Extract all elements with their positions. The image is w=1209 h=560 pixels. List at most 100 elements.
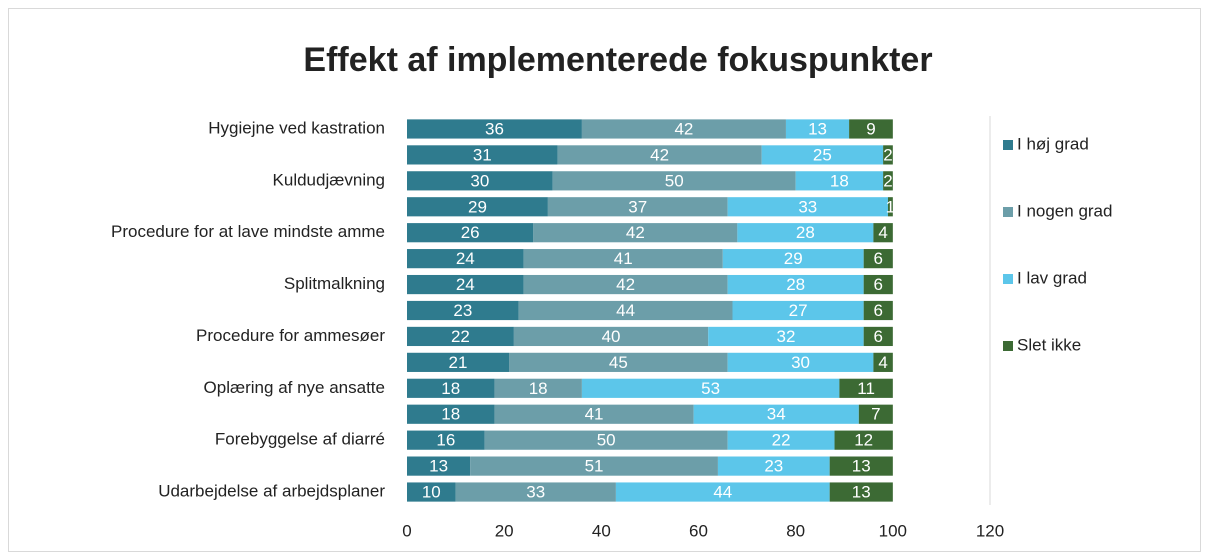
data-label: 36 bbox=[485, 119, 504, 138]
data-label: 33 bbox=[798, 197, 817, 216]
bar-segment bbox=[407, 326, 514, 347]
y-tick-label: Kuldudjævning bbox=[273, 170, 385, 189]
legend-swatch bbox=[1003, 341, 1013, 351]
bar-segment bbox=[407, 378, 495, 398]
bar-segment bbox=[727, 274, 864, 295]
data-label: 25 bbox=[813, 145, 832, 164]
data-label: 45 bbox=[609, 353, 628, 372]
y-tick-label: Udarbejdelse af arbejdsplaner bbox=[158, 482, 385, 501]
legend-label: I lav grad bbox=[1017, 268, 1087, 287]
bar-segment bbox=[509, 352, 728, 372]
data-label: 11 bbox=[857, 379, 875, 398]
data-label: 18 bbox=[441, 379, 460, 398]
bar-segment bbox=[513, 326, 709, 347]
data-label: 24 bbox=[456, 249, 475, 268]
bar-segment bbox=[547, 197, 728, 217]
data-label: 41 bbox=[585, 405, 604, 424]
x-tick-label: 0 bbox=[402, 521, 411, 540]
bar-segment bbox=[407, 145, 558, 165]
data-label: 44 bbox=[713, 483, 732, 502]
data-label: 50 bbox=[597, 431, 616, 450]
bar-segment bbox=[494, 404, 694, 424]
data-label: 42 bbox=[650, 145, 669, 164]
data-label: 44 bbox=[616, 301, 635, 320]
bar-segment bbox=[887, 197, 893, 217]
data-label: 6 bbox=[874, 301, 883, 320]
data-label: 32 bbox=[776, 327, 795, 346]
data-label: 42 bbox=[616, 275, 635, 294]
data-label: 2 bbox=[883, 145, 892, 164]
data-label: 9 bbox=[866, 119, 875, 138]
bar-segment bbox=[693, 404, 859, 424]
data-label: 13 bbox=[852, 457, 871, 476]
data-label: 13 bbox=[852, 483, 871, 502]
y-tick-label: Procedure for at lave mindste amme bbox=[111, 222, 385, 241]
bar-segment bbox=[407, 171, 553, 191]
y-tick-label: Splitmalkning bbox=[284, 274, 385, 293]
data-label: 18 bbox=[529, 379, 548, 398]
x-tick-label: 40 bbox=[592, 521, 611, 540]
legend-swatch bbox=[1003, 140, 1013, 150]
data-label: 6 bbox=[874, 327, 883, 346]
bar-segment bbox=[732, 300, 864, 321]
bar-segment bbox=[883, 171, 893, 191]
legend-label: I nogen grad bbox=[1017, 201, 1112, 220]
bar-segment bbox=[407, 456, 471, 476]
bar-segment bbox=[407, 223, 534, 243]
legend-swatch bbox=[1003, 274, 1013, 284]
data-label: 23 bbox=[764, 457, 783, 476]
bar-segment bbox=[785, 119, 850, 139]
bar-segment bbox=[518, 300, 733, 321]
data-label: 12 bbox=[854, 431, 873, 450]
data-label: 53 bbox=[701, 379, 720, 398]
data-label: 30 bbox=[791, 353, 810, 372]
data-label: 6 bbox=[874, 249, 883, 268]
data-label: 29 bbox=[468, 197, 487, 216]
data-label: 13 bbox=[429, 457, 448, 476]
bar-segment bbox=[727, 430, 835, 450]
bar-segment bbox=[407, 404, 495, 424]
data-label: 21 bbox=[449, 353, 468, 372]
bar-segment bbox=[708, 326, 864, 347]
data-label: 22 bbox=[772, 431, 791, 450]
bar-segment bbox=[470, 456, 718, 476]
data-label: 27 bbox=[789, 301, 808, 320]
bar-segment bbox=[581, 378, 840, 398]
bar-segment bbox=[717, 456, 830, 476]
bar-segment bbox=[407, 197, 548, 217]
legend-swatch bbox=[1003, 207, 1013, 217]
bar-segment bbox=[615, 482, 830, 502]
bar-segment bbox=[873, 223, 893, 243]
bar-segment bbox=[494, 378, 582, 398]
bar-segment bbox=[737, 223, 874, 243]
data-label: 42 bbox=[674, 119, 693, 138]
bar-segment bbox=[761, 145, 884, 165]
data-label: 18 bbox=[441, 405, 460, 424]
bar-segment bbox=[829, 482, 893, 502]
data-label: 42 bbox=[626, 223, 645, 242]
bar-segment bbox=[523, 249, 723, 269]
bar-segment bbox=[727, 352, 874, 372]
data-label: 1 bbox=[886, 197, 895, 216]
legend-label: I høj grad bbox=[1017, 134, 1089, 153]
bar-segment bbox=[863, 300, 893, 321]
y-tick-label: Procedure for ammesøer bbox=[196, 326, 385, 345]
data-label: 28 bbox=[796, 223, 815, 242]
data-label: 40 bbox=[602, 327, 621, 346]
data-label: 10 bbox=[422, 483, 441, 502]
data-label: 37 bbox=[628, 197, 647, 216]
bar-segment bbox=[407, 274, 524, 295]
y-tick-label: Forebyggelse af diarré bbox=[215, 430, 385, 449]
bar-segment bbox=[849, 119, 893, 139]
data-label: 4 bbox=[878, 223, 887, 242]
bar-segment bbox=[883, 145, 893, 165]
data-label: 4 bbox=[878, 353, 887, 372]
bar-segment bbox=[863, 274, 893, 295]
data-label: 41 bbox=[614, 249, 633, 268]
bar-segment bbox=[407, 430, 485, 450]
data-label: 24 bbox=[456, 275, 475, 294]
data-label: 31 bbox=[473, 145, 492, 164]
data-label: 26 bbox=[461, 223, 480, 242]
bar-segment bbox=[863, 249, 893, 269]
